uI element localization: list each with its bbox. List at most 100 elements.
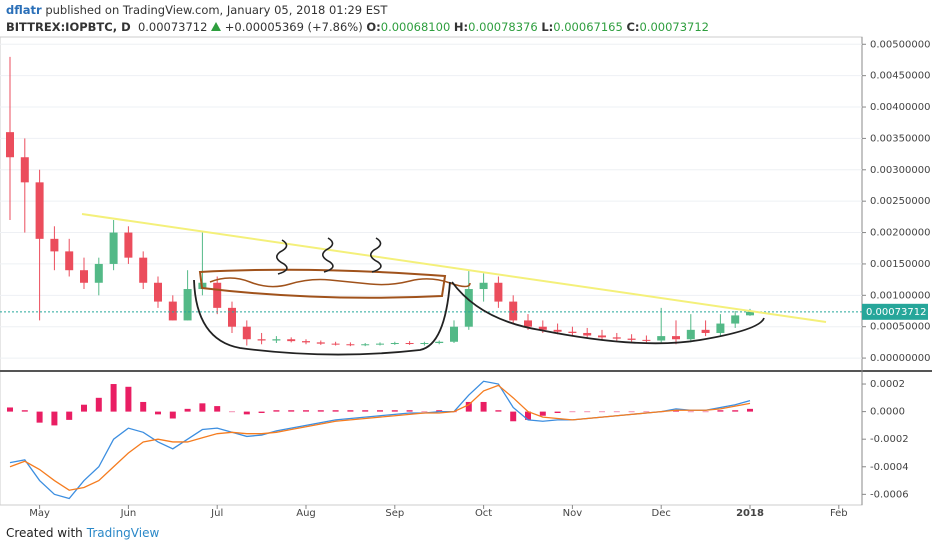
histogram-bar: [554, 411, 561, 413]
histogram-bar: [613, 411, 620, 413]
last-price-label: 0.00073712: [866, 307, 926, 318]
candle-body: [435, 341, 444, 344]
footer: Created with TradingView: [6, 526, 159, 540]
histogram-bar: [406, 410, 413, 412]
histogram-bar: [673, 410, 679, 412]
histogram-bar: [628, 411, 635, 413]
change: +0.00005369 (+7.86%): [224, 20, 363, 34]
histogram-bar: [81, 404, 87, 412]
candle-body: [361, 344, 370, 346]
candle-body: [464, 289, 473, 327]
histogram-bar: [480, 401, 487, 412]
histogram-bar: [569, 411, 576, 413]
close-label: C:: [626, 20, 640, 34]
chart: 0.00000000 0.00050000 0.00100000 0.00150000…: [0, 36, 932, 519]
macd-line: [9, 384, 751, 491]
candle-body: [109, 232, 118, 264]
y-tick-label: 0.00400000: [870, 102, 930, 113]
candle-body: [228, 307, 236, 327]
histogram-bar: [110, 384, 117, 412]
low: 0.00067165: [553, 20, 623, 34]
histogram-bar: [717, 410, 724, 412]
histogram-bar: [421, 411, 428, 413]
candle-body: [257, 339, 266, 341]
y-tick-label: 0.00050000: [870, 322, 930, 333]
y-tick-label: 0.00250000: [870, 196, 930, 207]
y-tick-label: 0.00500000: [870, 39, 930, 50]
x-tick-label: Dec: [652, 508, 671, 519]
candle-body: [627, 338, 636, 340]
publish-line: dflatr published on TradingView.com, Jan…: [6, 2, 709, 19]
candle-body: [509, 301, 518, 321]
candle-body: [35, 182, 44, 239]
x-tick-label: May: [29, 508, 50, 519]
histogram-bar: [288, 410, 295, 412]
y-tick-label: 0.0000: [870, 407, 905, 418]
candle-body: [598, 335, 606, 338]
histogram-bar: [303, 410, 309, 412]
histogram-bar: [377, 410, 383, 412]
x-tick-label: Feb: [830, 508, 848, 519]
candle-body: [494, 282, 503, 302]
histogram-bar: [510, 411, 517, 422]
histogram-bar: [687, 411, 694, 413]
candle-body: [272, 339, 281, 341]
cup-curve: [451, 281, 765, 345]
histogram-bar: [155, 411, 161, 415]
candle-body: [183, 289, 192, 321]
steam: [276, 237, 382, 275]
histogram-bar: [347, 410, 354, 412]
created-with: Created with: [6, 526, 83, 540]
candle-body: [538, 326, 547, 330]
histogram-bar: [184, 408, 191, 412]
candle-body: [124, 232, 133, 258]
histogram-bar: [584, 411, 591, 413]
candle-body: [94, 263, 103, 283]
candle-body: [242, 326, 251, 340]
histogram-bar: [95, 397, 102, 412]
candle-body: [302, 341, 310, 343]
histogram-bar: [243, 411, 250, 415]
brand: TradingView: [86, 526, 160, 540]
histogram-bar: [747, 408, 753, 412]
x-tick-label: Jun: [120, 508, 137, 519]
candle-body: [672, 336, 680, 340]
x-tick-label: 2018: [736, 508, 764, 519]
candle-body: [287, 339, 296, 342]
open-label: O:: [366, 20, 381, 34]
candle-body: [6, 132, 14, 158]
histogram-bar: [273, 410, 280, 412]
published: published on TradingView.com, January 05…: [45, 3, 388, 17]
x-tick-label: Sep: [385, 508, 404, 519]
candle-body: [568, 331, 577, 333]
candle-body: [376, 343, 384, 345]
candle-body: [553, 329, 562, 332]
candle-body: [716, 323, 725, 333]
up-arrow: [211, 22, 222, 31]
high: 0.00078376: [468, 20, 538, 34]
histogram-bar: [599, 411, 605, 413]
histogram-bar: [199, 403, 206, 412]
candle-body: [316, 342, 325, 344]
histogram-bar: [539, 411, 546, 416]
histogram-bar: [362, 410, 369, 412]
candle-body: [701, 329, 710, 333]
legend-line: BITTREX:IOPBTC, D 0.00073712 +0.00005369…: [6, 19, 709, 36]
candle-body: [479, 282, 488, 290]
x-tick-label: Aug: [296, 508, 316, 519]
x-tick-label: Oct: [475, 508, 492, 519]
candle-body: [50, 238, 59, 252]
histogram-bar: [169, 411, 176, 419]
macd-line: [9, 380, 751, 500]
candle-body: [746, 311, 754, 316]
histogram-bar: [317, 410, 324, 412]
histogram-bar: [66, 411, 73, 420]
author: dflatr: [6, 3, 42, 17]
candle-body: [168, 301, 177, 321]
candle-body: [390, 343, 399, 345]
symbol: BITTREX:IOPBTC, D: [6, 20, 131, 34]
scribble: [198, 268, 447, 299]
high-label: H:: [453, 20, 469, 34]
cup-curve: [193, 279, 451, 356]
candle-body: [612, 337, 621, 339]
